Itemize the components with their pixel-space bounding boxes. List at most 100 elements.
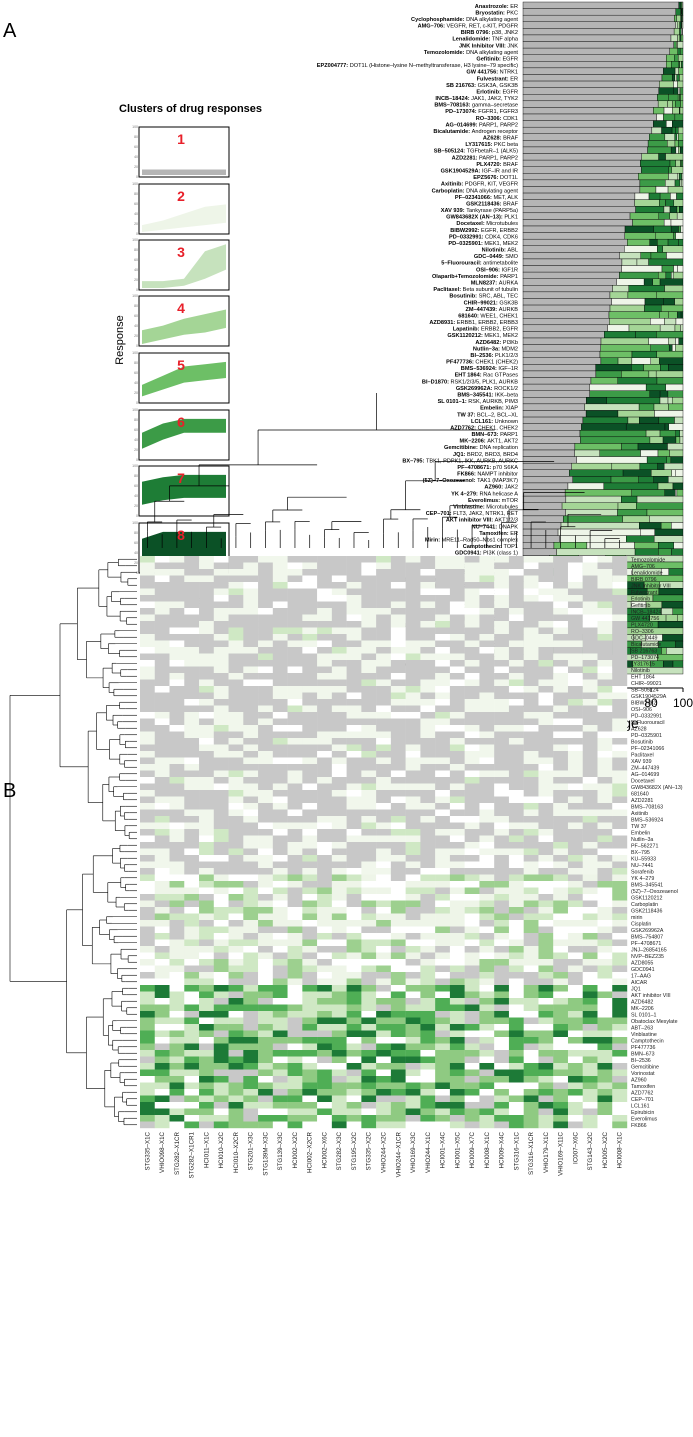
heatmap-cell (553, 1037, 569, 1044)
heatmap-cell (405, 868, 421, 875)
heatmap-cell (243, 978, 259, 986)
heatmap-cell (243, 686, 259, 693)
heatmap-cell (523, 926, 539, 934)
heatmap-cell (287, 731, 303, 739)
heatmap-cell (361, 588, 377, 596)
heatmap-cell (184, 575, 200, 583)
heatmap-cell (405, 829, 421, 836)
heatmap-cell (449, 1017, 465, 1025)
heatmap-cell (376, 952, 392, 960)
heatmap-cell (523, 614, 539, 622)
heatmap-cell (494, 900, 510, 908)
heatmap-cell (420, 575, 436, 583)
heatmap-cell (523, 835, 539, 843)
heatmap-row-label: BMN–673 (631, 1052, 655, 1058)
heatmap-cell (567, 848, 583, 856)
heatmap-cell (287, 874, 303, 882)
heatmap-cell (169, 764, 185, 771)
bar-segment-green (670, 219, 684, 227)
heatmap-row-label: AZD8055 (631, 961, 653, 967)
heatmap-cell (317, 985, 333, 992)
heatmap-cell (508, 855, 524, 862)
bar-segment-green (674, 67, 679, 75)
heatmap-cell (390, 738, 406, 745)
heatmap-cell (346, 608, 362, 615)
heatmap-cell (449, 816, 465, 823)
heatmap-cell (479, 1030, 495, 1038)
heatmap-cell (567, 634, 583, 641)
drug-target: RNA helicase A (479, 491, 518, 497)
heatmap-cell (567, 1089, 583, 1096)
heatmap-cell (420, 738, 436, 745)
heatmap-cell (435, 933, 451, 940)
heatmap-cell (228, 829, 244, 836)
heatmap-cell (612, 985, 628, 992)
heatmap-cell (553, 1004, 569, 1012)
heatmap-cell (272, 907, 288, 914)
heatmap-cell (582, 913, 598, 921)
heatmap-cell (140, 738, 155, 745)
heatmap-cell (494, 556, 510, 563)
drug-name: Axitinib: (441, 182, 465, 188)
heatmap-cell (538, 679, 554, 687)
heatmap-cell (287, 744, 303, 752)
heatmap-cell (140, 1011, 155, 1018)
heatmap-cell (169, 1004, 185, 1012)
heatmap-cell (523, 757, 539, 765)
heatmap-cell (317, 972, 333, 979)
bar-segment-green (666, 647, 684, 655)
bar-segment-green (640, 528, 655, 536)
heatmap-cell (346, 692, 362, 700)
heatmap-cell (376, 569, 392, 576)
heatmap-row-label: Nutlin–3a (631, 837, 653, 843)
heatmap-cell (464, 874, 480, 882)
heatmap-cell (228, 913, 244, 921)
heatmap-cell (376, 1095, 392, 1103)
heatmap-cell (494, 666, 510, 674)
heatmap-cell (243, 926, 259, 934)
bar-segment-green (586, 542, 635, 550)
heatmap-cell (317, 582, 333, 589)
heatmap-cell (213, 855, 229, 862)
heatmap-cell (538, 946, 554, 953)
bar-segment-green (669, 449, 684, 457)
bar-segment-green (678, 67, 684, 75)
heatmap-cell (508, 1050, 524, 1057)
bar-segment-green (659, 278, 684, 286)
heatmap-cell (302, 1108, 318, 1116)
heatmap-cell (331, 608, 347, 615)
drug-target: ERBB2, EGFR (481, 327, 518, 333)
heatmap-cell (553, 627, 569, 635)
heatmap-cell (435, 556, 451, 563)
heatmap-cell (169, 796, 185, 804)
drug-target: PLK1/2/3 (495, 353, 518, 359)
heatmap-cell (346, 1095, 362, 1103)
heatmap-cell (538, 978, 554, 986)
heatmap-cell (228, 777, 244, 784)
heatmap-cell (538, 1089, 554, 1096)
heatmap-cell (346, 881, 362, 888)
bar-segment-gray (522, 271, 620, 279)
heatmap-cell (597, 907, 613, 914)
bar-segment-green (650, 344, 670, 352)
heatmap-cell (154, 907, 170, 914)
heatmap-cell (479, 920, 495, 927)
heatmap-cell (331, 718, 347, 726)
heatmap-cell (302, 868, 318, 875)
heatmap-cell (435, 1069, 451, 1077)
heatmap-cell (479, 725, 495, 732)
heatmap-cell (538, 783, 554, 791)
heatmap-cell (140, 569, 155, 576)
heatmap-cell (376, 1108, 392, 1116)
heatmap-cell (287, 1050, 303, 1057)
row-dendrogram (9, 558, 137, 1126)
heatmap-cell (228, 848, 244, 856)
heatmap-cell (376, 829, 392, 836)
heatmap-cell (464, 796, 480, 804)
heatmap-cell (302, 855, 318, 862)
heatmap-cell (258, 718, 274, 726)
heatmap-row-label: Fulvestrant (631, 590, 658, 596)
heatmap-cell (140, 744, 155, 752)
heatmap-cell (612, 666, 628, 674)
heatmap-cell (272, 1043, 288, 1051)
